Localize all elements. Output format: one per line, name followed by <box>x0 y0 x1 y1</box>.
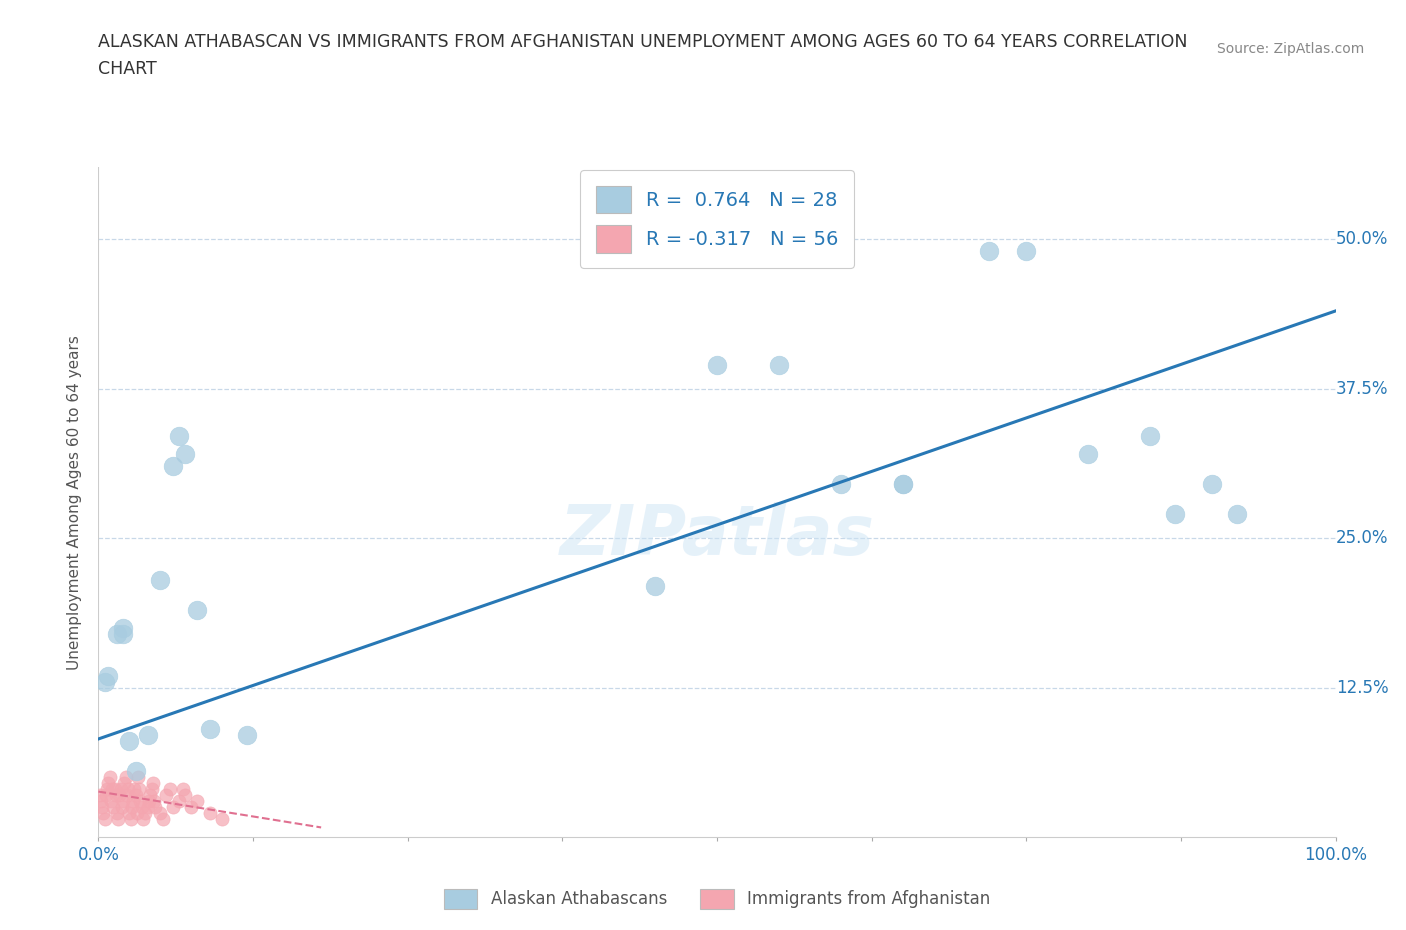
Point <box>125 805 148 820</box>
Point <box>91 800 114 815</box>
Text: CHART: CHART <box>98 60 157 78</box>
Point <box>112 776 135 790</box>
Point <box>162 800 184 815</box>
Point <box>115 788 138 803</box>
Point <box>1201 477 1223 492</box>
Point <box>174 788 197 803</box>
Point <box>198 805 221 820</box>
Point <box>104 788 127 803</box>
Point <box>131 800 153 815</box>
Point <box>100 793 122 808</box>
Point <box>114 770 136 785</box>
Point <box>142 776 165 790</box>
Point <box>706 357 728 372</box>
Point <box>128 782 150 797</box>
Point <box>149 805 172 820</box>
Point <box>111 800 134 815</box>
Point <box>121 800 143 815</box>
Point <box>236 728 259 743</box>
Point <box>1077 447 1099 462</box>
Point <box>103 782 125 797</box>
Text: Source: ZipAtlas.com: Source: ZipAtlas.com <box>1216 42 1364 56</box>
Point <box>124 788 146 803</box>
Point <box>124 782 146 797</box>
Point <box>768 357 790 372</box>
Point <box>134 805 156 820</box>
Point <box>143 793 166 808</box>
Point <box>891 477 914 492</box>
Point <box>167 793 190 808</box>
Point <box>1226 507 1249 522</box>
Point <box>120 812 142 827</box>
Text: 37.5%: 37.5% <box>1336 379 1388 398</box>
Point <box>143 800 166 815</box>
Text: ALASKAN ATHABASCAN VS IMMIGRANTS FROM AFGHANISTAN UNEMPLOYMENT AMONG AGES 60 TO : ALASKAN ATHABASCAN VS IMMIGRANTS FROM AF… <box>98 33 1188 50</box>
Point <box>118 805 141 820</box>
Text: 50.0%: 50.0% <box>1336 230 1388 248</box>
Point <box>167 429 190 444</box>
Point <box>93 812 115 827</box>
Point <box>129 793 152 808</box>
Point <box>117 782 139 797</box>
Point <box>101 782 124 797</box>
Point <box>186 603 208 618</box>
Point <box>112 793 135 808</box>
Text: ZIPatlas: ZIPatlas <box>560 502 875 569</box>
Point <box>103 800 125 815</box>
Point <box>98 770 121 785</box>
Point <box>644 578 666 593</box>
Point <box>118 734 141 749</box>
Point <box>138 793 160 808</box>
Point <box>122 793 145 808</box>
Point <box>162 458 184 473</box>
Point <box>124 764 146 778</box>
Point <box>141 782 163 797</box>
Point <box>96 782 118 797</box>
Point <box>136 800 159 815</box>
Point <box>93 805 115 820</box>
Point <box>172 782 194 797</box>
Point <box>90 793 112 808</box>
Text: 25.0%: 25.0% <box>1336 529 1388 547</box>
Point <box>1015 244 1038 259</box>
Point <box>155 788 177 803</box>
Point <box>89 788 111 803</box>
Point <box>186 793 208 808</box>
Text: 12.5%: 12.5% <box>1336 679 1388 697</box>
Point <box>1164 507 1187 522</box>
Point <box>127 770 149 785</box>
Point <box>94 788 117 803</box>
Point <box>159 782 181 797</box>
Point <box>198 722 221 737</box>
Point <box>979 244 1001 259</box>
Point <box>149 573 172 588</box>
Point <box>136 728 159 743</box>
Point <box>152 812 174 827</box>
Point <box>139 788 162 803</box>
Point <box>132 812 155 827</box>
Point <box>830 477 852 492</box>
Point <box>97 776 120 790</box>
Point <box>93 674 115 689</box>
Point <box>105 805 128 820</box>
Point <box>110 782 132 797</box>
Point <box>180 800 202 815</box>
Point <box>174 447 197 462</box>
Legend: R =  0.764   N = 28, R = -0.317   N = 56: R = 0.764 N = 28, R = -0.317 N = 56 <box>581 170 853 268</box>
Point <box>105 626 128 641</box>
Point <box>891 477 914 492</box>
Point <box>97 668 120 683</box>
Point <box>112 620 135 635</box>
Y-axis label: Unemployment Among Ages 60 to 64 years: Unemployment Among Ages 60 to 64 years <box>67 335 83 670</box>
Point <box>112 626 135 641</box>
Point <box>1139 429 1161 444</box>
Point <box>211 812 233 827</box>
Point <box>107 812 129 827</box>
Point <box>108 788 131 803</box>
